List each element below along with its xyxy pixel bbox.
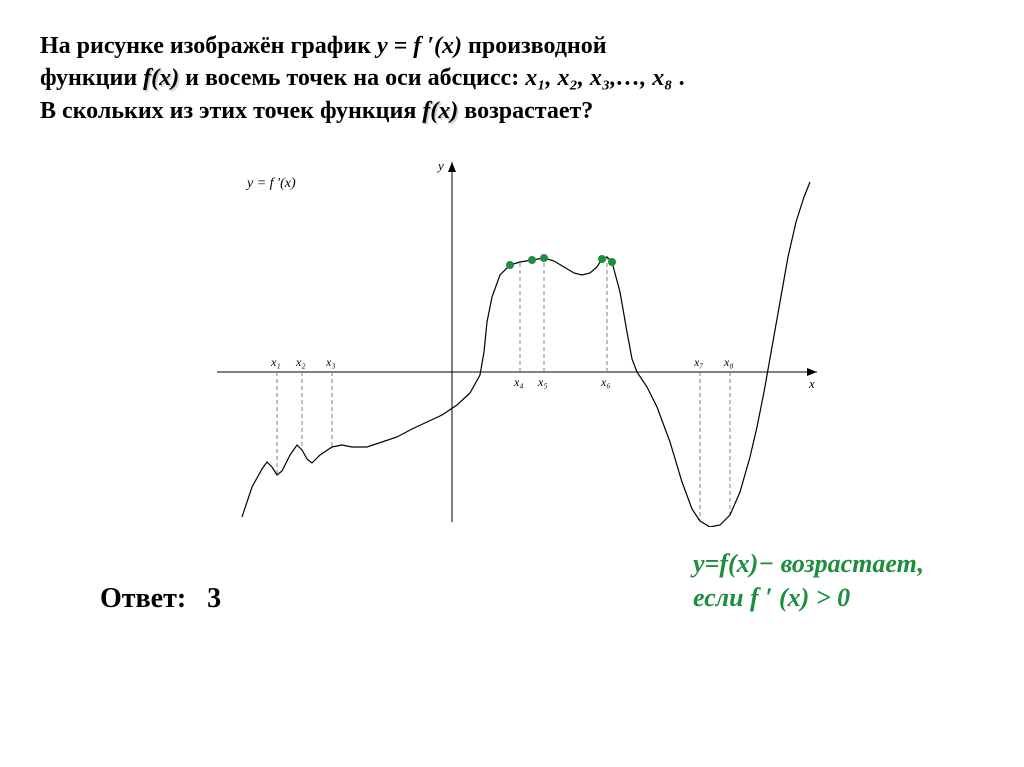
derivative-chart: x y y = f ′(x) x₁ x₂ x₃ x₄ x₅ x₆ x₇ x₈: [192, 147, 832, 527]
problem-text: На рисунке изображён график y = f ′(x) п…: [40, 30, 984, 127]
answer-value: 3: [207, 583, 221, 614]
eq: y = f ′(x): [377, 33, 462, 59]
t7: возрастает?: [464, 98, 593, 124]
fx1: f(x): [143, 65, 179, 91]
svg-text:y: y: [436, 158, 444, 173]
t4: и восемь точек на оси абсцисс:: [185, 65, 525, 91]
chart-container: x y y = f ′(x) x₁ x₂ x₃ x₄ x₅ x₆ x₇ x₈: [40, 147, 984, 527]
svg-text:x₅: x₅: [537, 375, 548, 389]
xlist: x₁, x₂, x₃,…, x₈: [525, 65, 672, 91]
svg-text:x₄: x₄: [513, 375, 524, 389]
note-line2: если f ′ (x) > 0: [693, 581, 924, 615]
t1: На рисунке изображён график: [40, 33, 377, 59]
svg-text:x₆: x₆: [600, 375, 611, 389]
svg-text:x₂: x₂: [295, 355, 306, 369]
answer-label: Ответ:: [100, 583, 186, 614]
svg-text:x₃: x₃: [325, 355, 336, 369]
svg-text:x: x: [808, 376, 815, 391]
t6: В скольких из этих точек функция: [40, 98, 422, 124]
svg-text:y = f ′(x): y = f ′(x): [245, 176, 296, 191]
svg-text:x₁: x₁: [270, 355, 281, 369]
svg-text:x₈: x₈: [723, 355, 734, 369]
note-line1: y=f(x)− возрастает,: [693, 547, 924, 581]
t3: функции: [40, 65, 143, 91]
t2: производной: [468, 33, 607, 59]
footer: Ответ: 3 y=f(x)− возрастает, если f ′ (x…: [40, 547, 984, 615]
answer: Ответ: 3: [100, 583, 221, 615]
svg-text:x₇: x₇: [693, 355, 704, 369]
increasing-note: y=f(x)− возрастает, если f ′ (x) > 0: [693, 547, 924, 615]
fx2: f(x): [422, 98, 458, 124]
t5: .: [679, 65, 685, 91]
